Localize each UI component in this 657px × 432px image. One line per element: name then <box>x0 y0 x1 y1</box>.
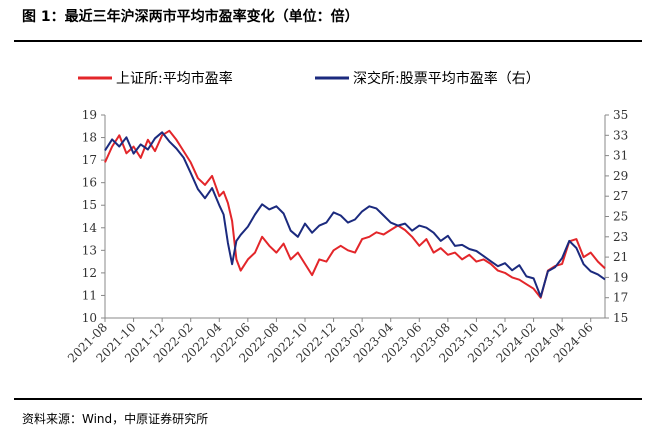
right-tick-label: 19 <box>613 270 628 284</box>
right-tick-label: 17 <box>613 291 628 305</box>
left-tick-label: 16 <box>82 176 97 190</box>
left-tick-label: 12 <box>82 266 97 280</box>
left-tick-label: 10 <box>82 311 97 325</box>
left-tick-label: 15 <box>82 198 97 212</box>
series-line-shenzhen <box>104 131 606 298</box>
right-tick-label: 27 <box>613 189 628 203</box>
right-tick-label: 31 <box>613 149 628 163</box>
right-tick-label: 25 <box>613 210 628 224</box>
legend-label-shanghai: 上证所:平均市盈率 <box>116 70 233 87</box>
left-tick-label: 11 <box>82 288 97 302</box>
bottom-rule <box>14 398 642 400</box>
right-tick-label: 29 <box>613 169 628 183</box>
right-tick-label: 15 <box>613 311 628 325</box>
right-tick-label: 23 <box>613 230 628 244</box>
series-line-shanghai <box>104 129 606 299</box>
right-tick-label: 21 <box>613 250 628 264</box>
top-rule <box>14 40 642 42</box>
pe-ratio-line-chart: 10 11 12 13 14 15 16 17 18 19 15 17 19 21 23 25 27 29 31 33… <box>65 70 628 365</box>
left-tick-label: 17 <box>82 153 97 167</box>
right-tick-label: 35 <box>613 108 628 122</box>
figure-title: 图 1：最近三年沪深两市平均市盈率变化（单位：倍） <box>22 9 359 25</box>
left-tick-label: 19 <box>82 108 97 122</box>
left-tick-label: 14 <box>82 221 98 235</box>
left-tick-label: 18 <box>82 131 97 145</box>
source-note: 资料来源：Wind，中原证券研究所 <box>22 412 209 426</box>
left-tick-label: 13 <box>82 243 97 257</box>
legend-label-shenzhen: 深交所:股票平均市盈率（右） <box>353 70 540 87</box>
right-tick-label: 33 <box>613 128 628 142</box>
